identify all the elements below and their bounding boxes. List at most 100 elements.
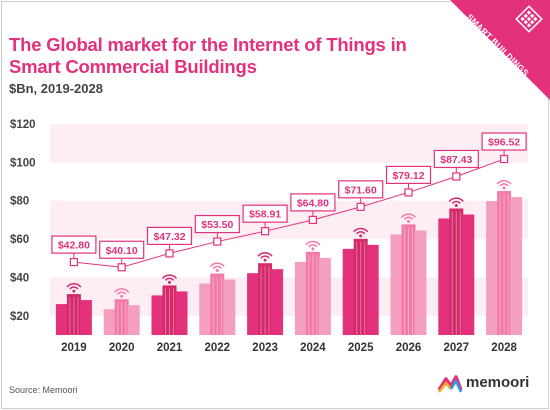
data-labels: $42.80 $40.10 $47.32 $53.50 $58.91 $64.80 $71.… — [51, 132, 527, 264]
trend-marker — [404, 188, 413, 197]
bar — [247, 252, 284, 335]
bar-tower — [510, 197, 523, 335]
bar — [342, 227, 379, 335]
signal-icon — [499, 183, 509, 187]
signal-icon — [451, 200, 461, 205]
signal-icon — [359, 234, 363, 238]
y-axis-ticks: $20 $40 $60 $80 $100 $120 — [10, 119, 36, 323]
chart-title: The Global market for the Internet of Th… — [9, 34, 407, 77]
signal-icon — [400, 213, 417, 218]
bar — [151, 274, 188, 335]
signal-icon — [308, 244, 318, 248]
bar — [55, 283, 92, 335]
trend-marker — [356, 202, 365, 211]
logo-icon — [436, 370, 464, 396]
bar-tower — [342, 248, 355, 335]
signal-icon — [66, 283, 82, 288]
bar — [199, 262, 236, 335]
signal-icon — [161, 274, 178, 279]
bar-tower — [103, 309, 116, 335]
data-label: $40.10 — [106, 245, 138, 257]
y-tick-label: $80 — [10, 196, 29, 208]
signal-icon — [114, 288, 130, 293]
x-category-label: 2021 — [157, 342, 183, 354]
x-category-label: 2026 — [396, 342, 422, 354]
data-label: $53.50 — [201, 219, 233, 231]
bars — [55, 180, 523, 335]
data-label: $64.80 — [297, 197, 329, 209]
data-label: $58.91 — [249, 209, 281, 221]
signal-icon — [168, 280, 171, 284]
data-label: $79.12 — [392, 170, 424, 182]
bar-tower — [294, 261, 307, 335]
signal-icon — [69, 286, 79, 290]
logo-text: memoori — [466, 374, 530, 391]
signal-icon — [257, 252, 273, 257]
signal-icon — [356, 231, 366, 235]
signal-icon — [260, 255, 270, 259]
bar-tower — [258, 263, 273, 335]
bar — [103, 288, 140, 335]
trend-marker — [500, 154, 509, 164]
bar-tower — [247, 273, 260, 335]
trend-marker — [69, 257, 79, 267]
signal-icon — [496, 180, 512, 185]
signal-icon — [120, 294, 124, 298]
bar-tower — [210, 273, 225, 335]
data-label: $96.52 — [488, 137, 520, 149]
signal-icon — [353, 227, 369, 233]
signal-icon — [454, 203, 458, 207]
bar-tower — [55, 304, 68, 335]
smart-buildings-badge: SMART BUILDINGS — [450, 0, 550, 100]
bar-tower — [162, 285, 177, 335]
bar-tower — [438, 218, 451, 335]
x-category-label: 2023 — [252, 342, 278, 354]
bar-tower — [305, 251, 320, 335]
x-category-label: 2022 — [205, 342, 231, 354]
signal-icon — [117, 291, 127, 295]
y-tick-label: $40 — [10, 272, 29, 284]
y-tick-label: $120 — [10, 119, 36, 131]
bar — [294, 240, 331, 335]
bar-tower — [414, 230, 427, 335]
bar-tower — [353, 238, 368, 335]
x-category-label: 2028 — [491, 342, 517, 354]
signal-icon — [72, 289, 76, 293]
memoori-logo: memoori — [436, 370, 546, 400]
signal-icon — [215, 269, 219, 273]
signal-icon — [311, 247, 315, 251]
signal-icon — [212, 265, 222, 270]
trend-marker — [165, 249, 174, 258]
bar — [390, 213, 427, 335]
signal-icon — [164, 277, 175, 281]
signal-icon — [209, 262, 225, 268]
y-tick-label: $60 — [10, 234, 29, 246]
data-label: $47.32 — [153, 231, 185, 243]
bar-tower — [151, 295, 164, 335]
x-category-label: 2019 — [61, 342, 87, 354]
data-label: $42.80 — [58, 240, 90, 252]
bar-tower — [497, 191, 512, 335]
signal-icon — [502, 186, 506, 190]
bar — [486, 180, 523, 335]
building-icon — [515, 5, 543, 33]
bar-tower — [318, 257, 331, 335]
x-category-label: 2020 — [109, 342, 135, 354]
signal-icon — [305, 240, 321, 246]
bar-tower — [79, 300, 92, 335]
y-tick-label: $100 — [10, 157, 36, 169]
grid-band — [50, 124, 528, 136]
trend-marker — [308, 215, 317, 224]
trend-polyline — [73, 158, 505, 268]
bar-tower — [401, 224, 416, 335]
trend-line — [69, 154, 509, 272]
signal-icon — [448, 197, 464, 203]
bar-tower — [223, 279, 236, 335]
bar-tower — [271, 269, 284, 335]
y-tick-label: $20 — [10, 311, 29, 323]
signal-icon — [407, 219, 410, 223]
signal-icon — [403, 216, 414, 220]
chart-subtitle: $Bn, 2019-2028 — [9, 81, 103, 96]
